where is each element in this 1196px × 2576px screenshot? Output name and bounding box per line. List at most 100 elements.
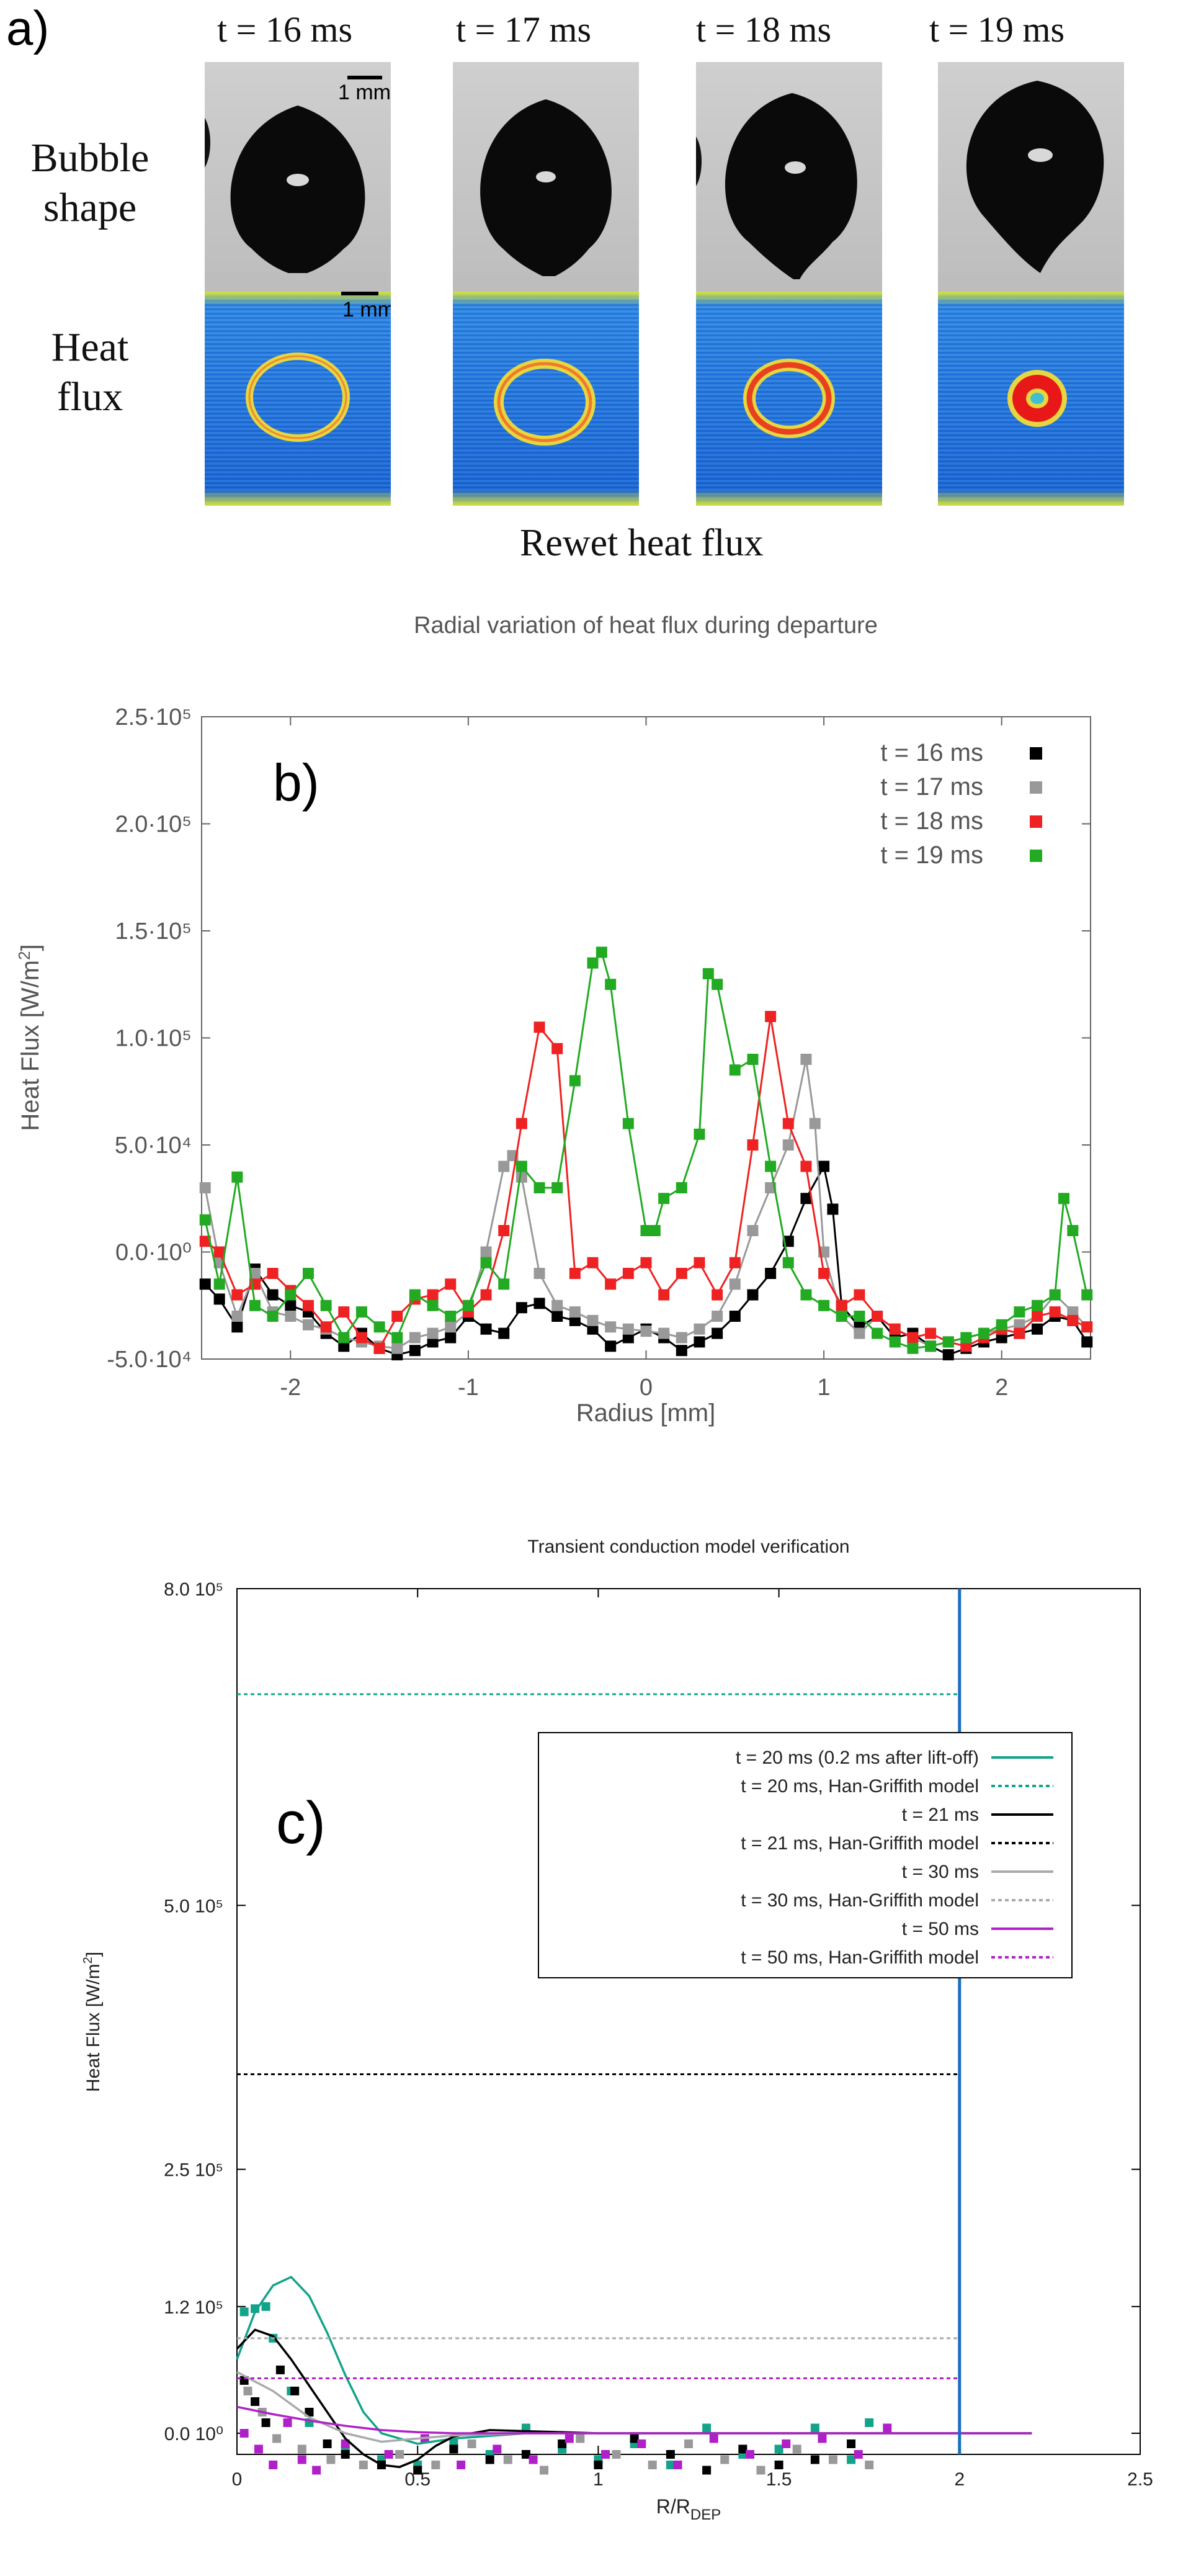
chart-b-title: Radial variation of heat flux during dep… [414,613,878,639]
chart-b-series-line [204,1016,1087,1350]
chart-b-point [658,1327,670,1339]
chart-c-scatter-point [854,2450,863,2459]
chart-b-point [800,1160,812,1172]
chart-c-legend-label: t = 21 ms, Han-Griffith model [741,1833,979,1854]
chart-c-xtick-label: 2.5 [1127,2469,1153,2490]
heat-flux-image-19ms [938,292,1124,506]
chart-b-point [445,1321,457,1333]
chart-c-xtick-label: 2 [954,2469,965,2490]
bubble-image-17ms [453,62,639,292]
chart-b-ytick-label: 2.5·10⁵ [115,704,192,730]
chart-c-scatter-point [261,2418,270,2427]
chart-c-scatter-point [290,2386,300,2395]
heat-scale-label: 1 mm [342,298,391,321]
chart-b-point [267,1311,279,1322]
chart-b-point [1081,1336,1093,1348]
chart-b-legend-label: t = 16 ms [880,739,983,766]
chart-b-legend-marker [1030,815,1042,828]
chart-b-point [231,1171,243,1183]
time-label-18ms: t = 18 ms [696,9,832,50]
chart-c-scatter-point [828,2455,837,2464]
chart-b-point [622,1323,634,1335]
chart-b-point [213,1278,225,1290]
chart-c-legend-label: t = 21 ms [902,1805,979,1825]
chart-b-point [409,1289,421,1301]
chart-b-point [338,1340,350,1352]
chart-c-legend-box [538,1732,1073,1978]
chart-b-point [445,1311,457,1322]
chart-c-scatter-point [558,2439,567,2448]
chart-c-scatter-point [709,2434,718,2443]
bubble-shape-svg [453,99,639,292]
chart-c-scatter-point [251,2397,260,2406]
chart-c-legend-label: t = 20 ms, Han-Griffith model [741,1776,979,1797]
chart-c-scatter-point [673,2461,682,2470]
chart-b-point [800,1193,812,1205]
chart-b-point [889,1336,901,1348]
chart-b-point [338,1306,350,1318]
chart-c-scatter-point [323,2439,332,2448]
chart-c-scatter-group-0 [239,2302,874,2470]
chart-b-point [1058,1193,1070,1205]
chart-b-point [854,1289,865,1301]
chart-b-point [978,1327,990,1339]
chart-b-point [694,1323,705,1335]
chart-c-scatter-point [283,2418,292,2427]
heat-flux-image-18ms [696,292,882,506]
chart-b-point [996,1332,1007,1344]
chart-b-point [285,1289,297,1301]
chart-c-scatter-point [239,2428,249,2438]
chart-b-point [596,946,607,958]
heat-scale-bar [341,292,378,295]
row-label-bubble-text: Bubble shape [30,135,150,230]
chart-b-point [569,1314,581,1326]
chart-b-point [1014,1327,1025,1339]
chart-b-point [373,1342,385,1354]
bubble-image-18ms [696,62,882,292]
row-label-heat-text: Heat flux [51,325,129,420]
chart-b-legend-marker [1030,850,1042,862]
chart-b-point [1032,1311,1043,1322]
chart-b-point [551,1043,563,1054]
chart-b-point [515,1302,527,1314]
chart-b-point [391,1342,403,1354]
chart-c-scatter-point [239,2307,249,2317]
time-label-16ms: t = 16 ms [217,9,353,50]
chart-c-scatter-point [782,2439,791,2448]
chart-c-scatter-point [312,2466,321,2475]
chart-b-point [445,1332,457,1344]
chart-c-ytick-label: 8.0 10⁵ [164,1579,223,1600]
chart-c-scatter-point [746,2450,755,2459]
chart-c-scatter-point [503,2455,512,2464]
chart-b-point [960,1340,972,1352]
chart-b-xtick-label: 2 [995,1375,1008,1401]
chart-c-scatter-point [601,2450,610,2459]
chart-b-legend-marker [1030,747,1042,760]
chart-b-xtick-label: 0 [640,1375,653,1401]
chart-b-point [498,1327,510,1339]
chart-c-scatter-group-3 [239,2418,892,2475]
chart-b-point [800,1054,812,1065]
chart-b-point [694,1336,705,1348]
chart-b-point [320,1299,332,1311]
chart-b-point [694,1128,705,1140]
chart-b-point [302,1299,314,1311]
chart-b-point [1014,1306,1025,1318]
row-label-heat-flux: Heat flux [12,323,167,422]
chart-b-point [533,1182,545,1193]
chart-c-scatter-point [413,2466,422,2475]
chart-c-scatter-point [272,2434,282,2443]
chart-b-series-2 [199,1011,1093,1354]
chart-c-legend-label: t = 50 ms, Han-Griffith model [741,1947,979,1968]
chart-b-point [605,1278,617,1290]
chart-b-xtick-label: -1 [458,1375,479,1401]
chart-c-scatter-point [467,2439,476,2448]
chart-b-point [462,1299,474,1311]
chart-b-point [267,1268,279,1279]
chart-b-point [445,1278,457,1290]
chart-b-point [765,1160,777,1172]
chart-c-scatter-point [395,2450,404,2459]
chart-c-scatter-point [576,2434,585,2443]
chart-b-point [640,1257,652,1268]
chart-b-point [498,1278,510,1290]
